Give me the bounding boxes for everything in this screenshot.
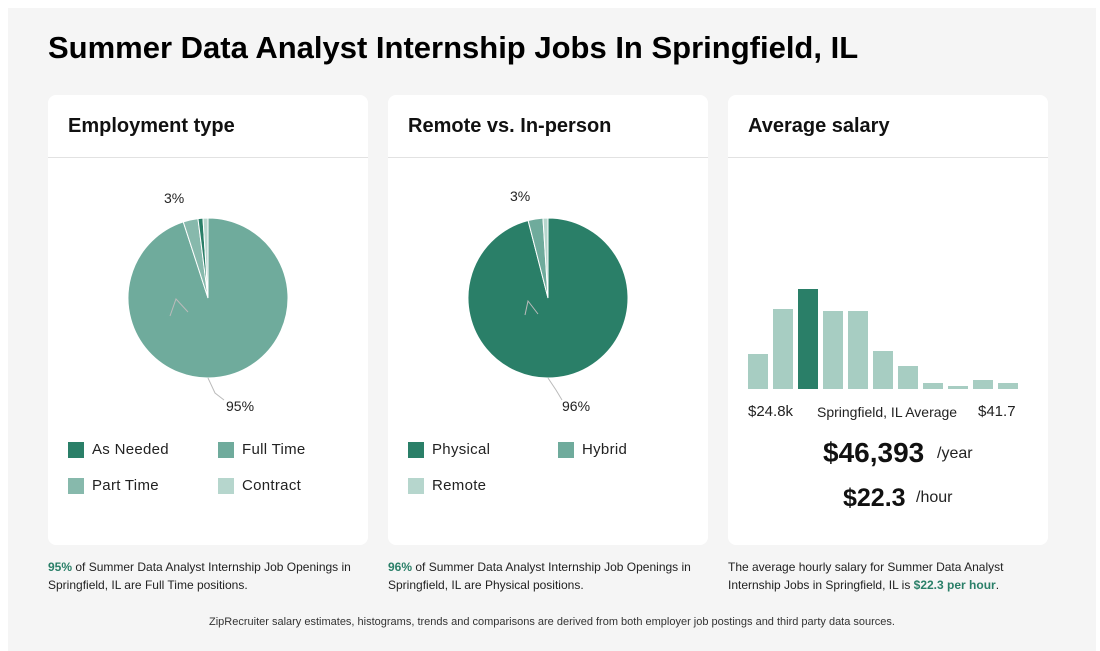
remote-legend-label: Remote: [432, 477, 487, 494]
remote-caption: 96% of Summer Data Analyst Internship Jo…: [388, 558, 708, 594]
employment-legend-item-full-time: Full Time: [218, 441, 306, 458]
employment-legend-item-part-time: Part Time: [68, 477, 159, 494]
card-divider: [728, 157, 1048, 158]
salary-title: Average salary: [748, 115, 890, 137]
employment-label-leader-1: [207, 377, 225, 401]
employment-small-pct-label: 3%: [164, 190, 185, 206]
salary-histogram-bar: [873, 351, 893, 389]
remote-title: Remote vs. In-person: [408, 115, 612, 137]
employment-pie-chart: [127, 217, 289, 401]
card-divider: [48, 157, 368, 158]
remote-caption-highlight: 96%: [388, 560, 413, 574]
salary-histogram-bar: [848, 311, 868, 389]
salary-histogram-bar: [898, 366, 918, 389]
remote-label-leader-0: [524, 299, 539, 316]
remote-label-leader-1: [547, 377, 563, 401]
remote-legend-item-physical: Physical: [408, 441, 490, 458]
employment-legend-swatch: [218, 477, 234, 494]
salary-caption: The average hourly salary for Summer Dat…: [728, 558, 1048, 594]
remote-legend-item-hybrid: Hybrid: [558, 441, 627, 458]
salary-yearly-unit: /year: [937, 445, 973, 462]
salary-histogram: [748, 289, 1018, 389]
salary-histogram-bar: [923, 383, 943, 389]
page-title: Summer Data Analyst Internship Jobs In S…: [48, 30, 859, 65]
salary-max-label: $41.7: [978, 403, 1016, 420]
remote-legend-swatch: [558, 441, 574, 458]
salary-caption-end: .: [995, 578, 1000, 592]
employment-legend-swatch: [68, 441, 84, 458]
page-frame: Summer Data Analyst Internship Jobs In S…: [8, 8, 1096, 651]
salary-caption-text: The average hourly salary for Summer Dat…: [728, 560, 1004, 592]
remote-legend-label: Physical: [432, 441, 491, 458]
salary-histogram-bar: [998, 383, 1018, 389]
remote-legend-swatch: [408, 477, 424, 494]
employment-caption: 95% of Summer Data Analyst Internship Jo…: [48, 558, 368, 594]
salary-histogram-bar: [823, 311, 843, 389]
remote-legend-swatch: [408, 441, 424, 458]
salary-average-label: Springfield, IL Average: [817, 404, 958, 420]
employment-caption-highlight: 95%: [48, 560, 73, 574]
employment-legend-swatch: [218, 441, 234, 458]
salary-card: Average salary $24.8k Springfield, IL Av…: [728, 95, 1048, 545]
remote-caption-text: of Summer Data Analyst Internship Job Op…: [388, 560, 691, 592]
remote-legend-label: Hybrid: [582, 441, 628, 458]
salary-yearly-value: $46,393: [823, 437, 925, 468]
employment-legend-item-contract: Contract: [218, 477, 301, 494]
salary-histogram-bar: [973, 380, 993, 389]
salary-caption-highlight: $22.3 per hour: [913, 578, 996, 592]
salary-min-label: $24.8k: [748, 403, 794, 420]
remote-slice-remote: [542, 217, 549, 299]
employment-legend-label: Full Time: [242, 441, 306, 458]
footer-disclaimer: ZipRecruiter salary estimates, histogram…: [209, 616, 895, 628]
employment-type-card: Employment type 3% 95% As Needed Full Tim…: [48, 95, 368, 545]
salary-histogram-bar: [773, 309, 793, 389]
employment-legend-label: As Needed: [92, 441, 169, 458]
remote-small-pct-label: 3%: [510, 188, 531, 204]
remote-large-pct-label: 96%: [562, 398, 591, 414]
employment-legend-item-as-needed: As Needed: [68, 441, 169, 458]
salary-histogram-bar: [748, 354, 768, 389]
remote-legend-item-remote: Remote: [408, 477, 486, 494]
salary-histogram-bar: [798, 289, 818, 389]
employment-caption-text: of Summer Data Analyst Internship Job Op…: [48, 560, 351, 592]
employment-legend-swatch: [68, 477, 84, 494]
employment-legend-label: Contract: [242, 477, 302, 494]
employment-slice-contract: [202, 217, 209, 299]
employment-label-leader-0: [169, 298, 189, 317]
salary-hourly-value: $22.3: [843, 484, 906, 512]
remote-card: Remote vs. In-person 3% 96% Physical Hybr…: [388, 95, 708, 545]
remote-pie-chart: [467, 217, 629, 401]
salary-hourly-unit: /hour: [916, 489, 953, 506]
card-divider: [388, 157, 708, 158]
employment-legend-label: Part Time: [92, 477, 159, 494]
salary-histogram-bar: [948, 386, 968, 389]
employment-large-pct-label: 95%: [226, 398, 255, 414]
employment-type-title: Employment type: [68, 115, 235, 137]
